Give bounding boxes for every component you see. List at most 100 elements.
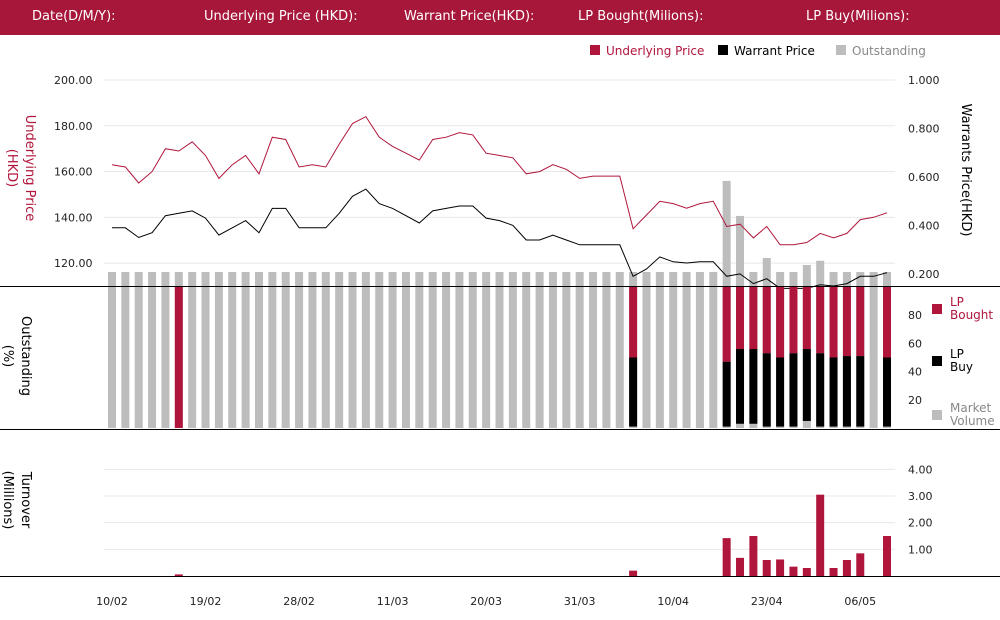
lp-bought-bar — [883, 287, 891, 358]
market-volume-bar — [321, 287, 330, 428]
lp-buy-bar — [816, 353, 825, 427]
outstanding-bar — [134, 271, 143, 286]
x-tick-label: 10/04 — [657, 595, 689, 608]
outstanding-bar — [802, 264, 811, 286]
y-right-tick-label: 0.400 — [908, 219, 940, 232]
x-tick-label: 23/04 — [751, 595, 783, 608]
market-volume-bar — [642, 287, 651, 428]
lp-buy-bar — [789, 353, 798, 427]
outstanding-bar — [642, 271, 651, 286]
legend-swatch — [932, 356, 942, 366]
outstanding-bar — [669, 271, 678, 286]
lp-bought-label: LP Bought(Milions): — [578, 9, 704, 24]
market-volume-bar — [535, 287, 544, 428]
lp-buy-bar — [842, 356, 851, 427]
market-volume-bar — [268, 287, 277, 428]
lp-buy-bar — [883, 357, 891, 427]
x-tick-label: 31/03 — [564, 595, 596, 608]
market-volume-bar — [695, 287, 704, 428]
outstanding-bar — [482, 271, 491, 286]
turnover-bar — [856, 553, 865, 576]
lp-buy-bar — [736, 349, 745, 424]
market-volume-bar — [682, 287, 691, 428]
panel2-y-axis-title-unit: (%) — [0, 345, 15, 368]
outstanding-bar — [161, 271, 170, 286]
legend-label: LP — [950, 347, 964, 361]
lp-buy-bar — [776, 357, 785, 427]
outstanding-bar — [762, 257, 771, 286]
outstanding-bar — [281, 271, 290, 286]
panel2-y-tick-label: 80 — [908, 309, 922, 322]
legend-label: Volume — [950, 414, 995, 428]
legend-label: Market — [950, 401, 992, 415]
warrant-price-line — [112, 188, 888, 289]
market-volume-bar — [495, 287, 504, 428]
lp-bought-bar — [762, 287, 771, 354]
turnover-bar — [883, 536, 891, 576]
outstanding-bar — [842, 271, 851, 286]
market-volume-bar — [575, 287, 584, 428]
market-volume-bar — [254, 287, 263, 428]
turnover-bar — [816, 494, 825, 576]
market-volume-bar — [348, 287, 357, 428]
outstanding-bar — [108, 271, 116, 286]
legend-swatch — [932, 410, 942, 420]
panel2-y-axis-title: Outstanding — [18, 316, 33, 396]
lp-bought-bar — [829, 287, 838, 358]
outstanding-bar — [401, 271, 410, 286]
outstanding-bar — [174, 271, 183, 286]
outstanding-bar — [455, 271, 464, 286]
market-volume-bar — [548, 287, 557, 428]
outstanding-bar — [415, 271, 424, 286]
outstanding-bar — [655, 271, 664, 286]
y-right-axis-title: Warrants Price(HKD) — [958, 104, 973, 237]
panel3-y-tick-label: 4.00 — [908, 463, 933, 476]
market-volume-bar — [134, 287, 143, 428]
market-volume-bar — [295, 287, 304, 428]
turnover-bar — [749, 536, 758, 576]
legend-swatch — [718, 45, 728, 55]
market-volume-bar — [148, 287, 157, 428]
outstanding-bar — [495, 271, 504, 286]
market-volume-bar — [201, 287, 210, 428]
market-volume-bar — [361, 287, 370, 428]
market-volume-bar — [308, 287, 317, 428]
x-tick-label: 28/02 — [283, 595, 315, 608]
lp-bought-bar — [816, 287, 825, 354]
market-volume-bar — [401, 287, 410, 428]
x-tick-label: 20/03 — [470, 595, 502, 608]
outstanding-bar — [228, 271, 237, 286]
legend-swatch — [590, 45, 600, 55]
market-volume-bar — [161, 287, 170, 428]
outstanding-bar — [375, 271, 384, 286]
outstanding-bar — [562, 271, 571, 286]
market-volume-bar — [335, 287, 344, 428]
market-volume-bar — [388, 287, 397, 428]
panel2-y-tick-label: 20 — [908, 394, 922, 407]
outstanding-bar — [388, 271, 397, 286]
turnover-bar — [629, 570, 638, 576]
market-volume-bar — [121, 287, 130, 428]
legend-label: Warrant Price — [734, 44, 815, 58]
legend-label: Buy — [950, 360, 973, 374]
outstanding-bar — [508, 271, 517, 286]
lp-bought-bar — [736, 287, 745, 350]
market-volume-bar — [709, 287, 718, 428]
header-bar: Date(D/M/Y): Underlying Price (HKD): War… — [0, 0, 1000, 35]
lp-bought-bar — [722, 287, 731, 362]
outstanding-bar — [428, 271, 437, 286]
lp-buy-bar — [802, 349, 811, 421]
lp-buy-bar — [762, 353, 771, 427]
market-volume-bar — [615, 287, 624, 428]
y-right-tick-label: 0.800 — [908, 122, 940, 135]
market-volume-bar — [214, 287, 223, 428]
outstanding-bar — [589, 271, 598, 286]
turnover-bar — [722, 538, 731, 576]
legend-swatch — [836, 45, 846, 55]
market-volume-bar — [241, 287, 250, 428]
outstanding-bar — [776, 271, 785, 286]
legend-label: Outstanding — [852, 44, 926, 58]
lp-bought-bar — [802, 287, 811, 350]
lp-bought-bar — [749, 287, 758, 350]
